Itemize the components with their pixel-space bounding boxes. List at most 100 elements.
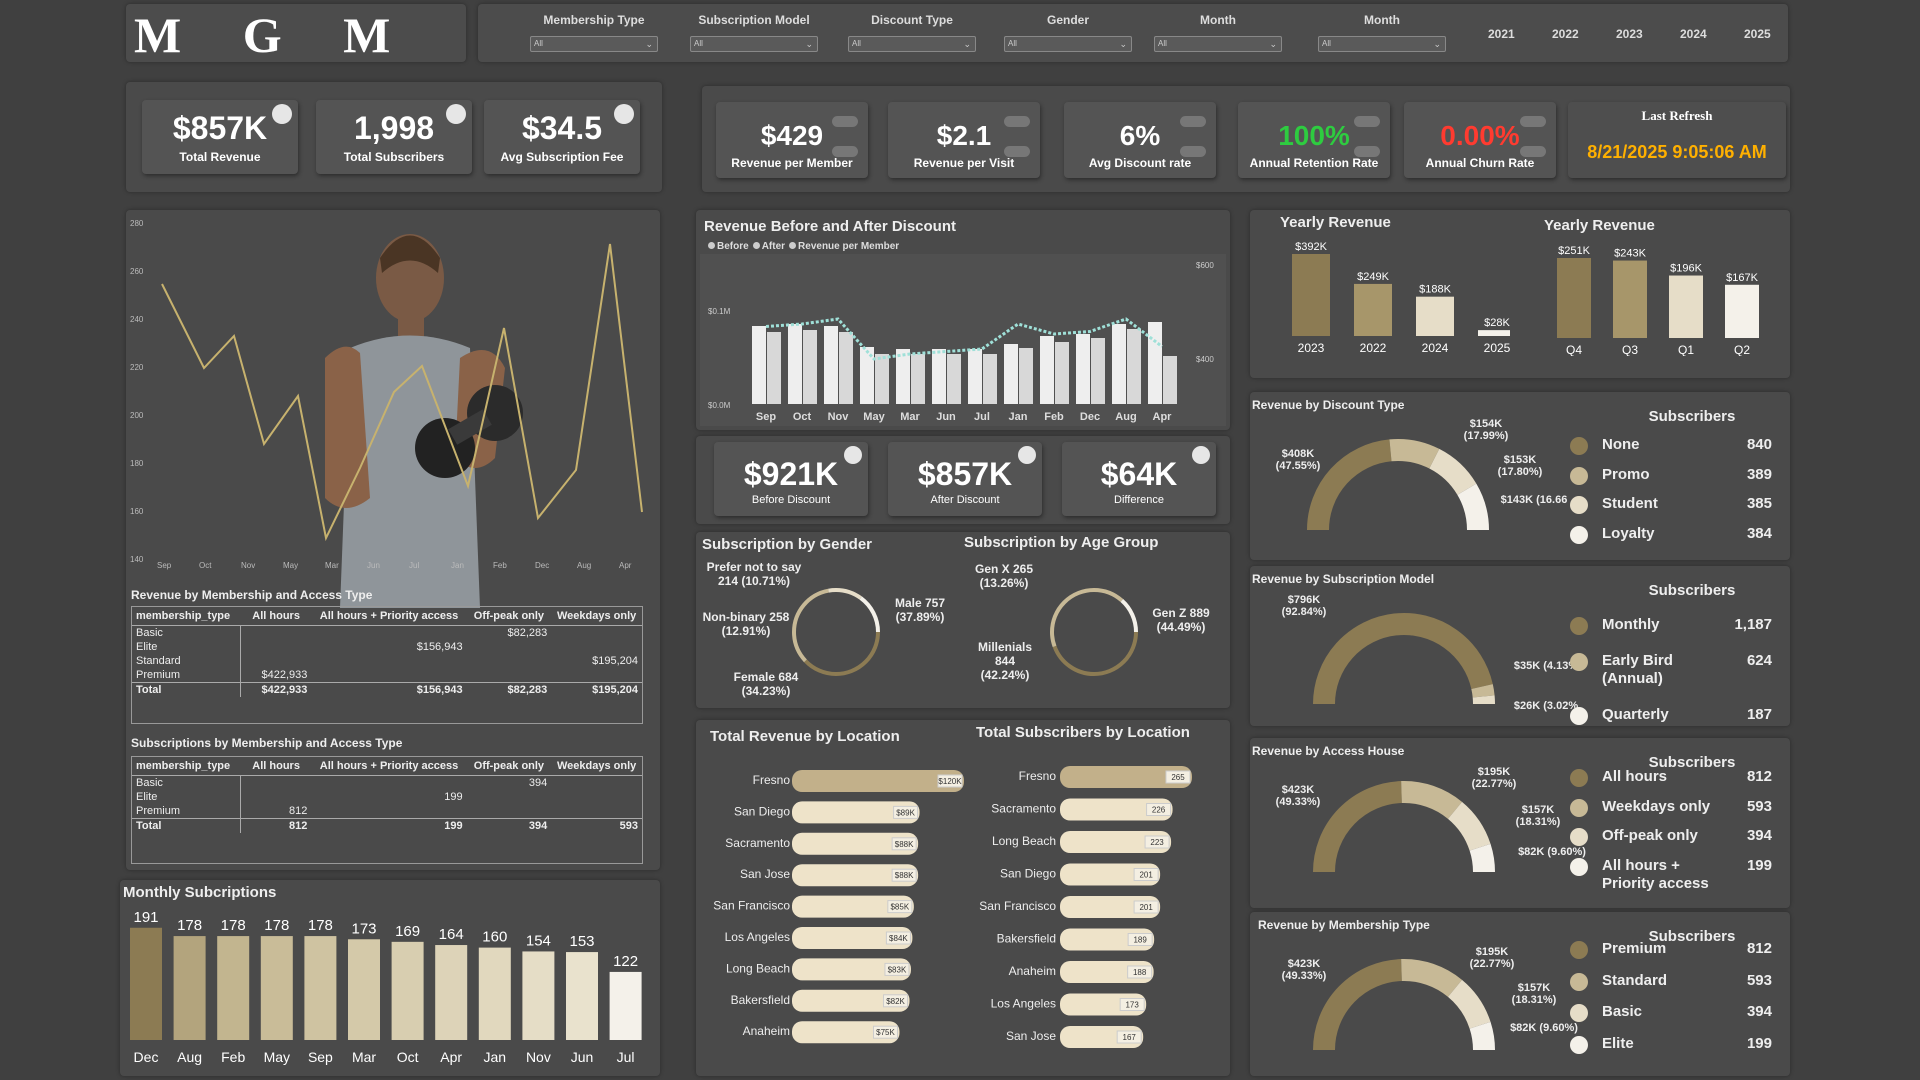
bar-before[interactable] <box>860 347 874 404</box>
subscriber-row[interactable]: Standard 593 <box>1570 972 1776 996</box>
location-bar[interactable] <box>792 832 919 855</box>
location-bar[interactable] <box>792 770 964 792</box>
bar-before[interactable] <box>932 349 946 404</box>
subscriber-row[interactable]: Promo 389 <box>1570 466 1776 490</box>
bar-after[interactable] <box>983 354 997 404</box>
toggle-icon[interactable] <box>1180 146 1206 157</box>
table-header[interactable]: Off-peak only <box>466 757 552 776</box>
bar-after[interactable] <box>1055 342 1069 404</box>
monthly-bar[interactable] <box>435 945 468 1040</box>
bar-before[interactable] <box>824 326 838 404</box>
filter-select-5[interactable]: All ⌄ <box>1318 36 1446 52</box>
bar-after[interactable] <box>1163 356 1177 404</box>
location-bar[interactable] <box>792 958 911 981</box>
bar-after[interactable] <box>875 354 889 404</box>
monthly-bar[interactable] <box>348 939 380 1040</box>
kpi-toggle-icon[interactable] <box>844 446 862 464</box>
filter-select-0[interactable]: All ⌄ <box>530 36 658 52</box>
bar-before[interactable] <box>896 349 910 404</box>
year-button-2023[interactable]: 2023 <box>1616 27 1643 41</box>
gauge-segment[interactable] <box>1469 843 1495 873</box>
subscriber-row[interactable]: Monthly 1,187 <box>1570 616 1776 640</box>
location-bar[interactable] <box>1060 831 1172 853</box>
subscriber-row[interactable]: Early Bird (Annual) 624 <box>1570 652 1776 687</box>
bar-after[interactable] <box>1091 338 1105 404</box>
gauge-segment[interactable] <box>1389 439 1440 469</box>
toggle-icon[interactable] <box>1520 116 1546 127</box>
bar-after[interactable] <box>839 332 853 404</box>
location-bar[interactable] <box>792 801 920 824</box>
year-button-2024[interactable]: 2024 <box>1680 27 1707 41</box>
gauge-segment[interactable] <box>1447 801 1491 852</box>
gauge-segment[interactable] <box>1313 959 1403 1051</box>
monthly-bar[interactable] <box>304 936 337 1040</box>
toggle-icon[interactable] <box>1354 116 1380 127</box>
bar-after[interactable] <box>767 332 781 404</box>
location-bar[interactable] <box>792 927 913 949</box>
toggle-icon[interactable] <box>1004 116 1030 127</box>
gauge-segment[interactable] <box>1401 959 1463 998</box>
monthly-bar[interactable] <box>130 927 162 1040</box>
monthly-bar[interactable] <box>609 971 642 1040</box>
subscriber-row[interactable]: Loyalty 384 <box>1570 525 1776 549</box>
bar-after[interactable] <box>803 330 817 404</box>
gauge-segment[interactable] <box>1313 781 1403 873</box>
location-bar[interactable] <box>792 895 914 918</box>
yearly-bar[interactable] <box>1292 254 1330 336</box>
subscriber-row[interactable]: Quarterly 187 <box>1570 706 1776 730</box>
gauge-segment[interactable] <box>1471 684 1495 698</box>
monthly-bar[interactable] <box>478 947 511 1040</box>
kpi-toggle-icon[interactable] <box>1018 446 1036 464</box>
bar-before[interactable] <box>968 349 982 404</box>
location-bar[interactable] <box>1060 766 1192 788</box>
gauge-segment[interactable] <box>1457 483 1489 531</box>
location-bar[interactable] <box>792 864 919 887</box>
legend-item[interactable]: After <box>752 241 785 252</box>
filter-select-4[interactable]: All ⌄ <box>1154 36 1282 52</box>
subscriber-row[interactable]: Weekdays only 593 <box>1570 798 1776 822</box>
legend-item[interactable]: Before <box>708 241 749 252</box>
table-header[interactable]: All hours <box>240 757 312 776</box>
monthly-bar[interactable] <box>260 936 293 1040</box>
location-bar[interactable] <box>792 1021 900 1044</box>
table-header[interactable]: All hours <box>240 607 312 626</box>
kpi-toggle-icon[interactable] <box>1192 446 1210 464</box>
filter-select-1[interactable]: All ⌄ <box>690 36 818 52</box>
toggle-icon[interactable] <box>832 116 858 127</box>
filter-select-2[interactable]: All ⌄ <box>848 36 976 52</box>
location-bar[interactable] <box>792 989 910 1012</box>
bar-after[interactable] <box>947 354 961 404</box>
monthly-bar[interactable] <box>217 936 250 1040</box>
toggle-icon[interactable] <box>1180 116 1206 127</box>
monthly-bar[interactable] <box>522 951 555 1040</box>
yearly-bar[interactable] <box>1478 330 1510 336</box>
yearly-bar[interactable] <box>1613 260 1647 338</box>
bar-before[interactable] <box>1004 344 1018 404</box>
table-header[interactable]: Off-peak only <box>466 607 552 626</box>
kpi-toggle-icon[interactable] <box>446 104 466 124</box>
year-button-2025[interactable]: 2025 <box>1744 27 1771 41</box>
year-button-2021[interactable]: 2021 <box>1488 27 1515 41</box>
legend-item[interactable]: Revenue per Member <box>789 241 899 252</box>
table-header[interactable]: Weekdays only <box>551 757 642 776</box>
toggle-icon[interactable] <box>1004 146 1030 157</box>
yearly-bar[interactable] <box>1557 258 1591 338</box>
yearly-bar[interactable] <box>1354 283 1392 336</box>
kpi-toggle-icon[interactable] <box>272 104 292 124</box>
gauge-segment[interactable] <box>1307 439 1392 531</box>
table-header[interactable]: All hours + Priority access <box>311 757 467 776</box>
subscriber-row[interactable]: Premium 812 <box>1570 940 1776 964</box>
subscriber-row[interactable]: Basic 394 <box>1570 1003 1776 1027</box>
yearly-bar[interactable] <box>1416 296 1454 336</box>
bar-after[interactable] <box>911 354 925 404</box>
kpi-toggle-icon[interactable] <box>614 104 634 124</box>
bar-after[interactable] <box>1019 348 1033 404</box>
gauge-segment[interactable] <box>1469 1021 1495 1051</box>
yearly-bar[interactable] <box>1669 275 1703 338</box>
gauge-segment[interactable] <box>1428 448 1477 496</box>
bar-before[interactable] <box>1148 322 1162 404</box>
table-header[interactable]: membership_type <box>132 757 241 776</box>
bar-before[interactable] <box>788 324 802 404</box>
filter-select-3[interactable]: All ⌄ <box>1004 36 1132 52</box>
location-bar[interactable] <box>1060 798 1173 821</box>
